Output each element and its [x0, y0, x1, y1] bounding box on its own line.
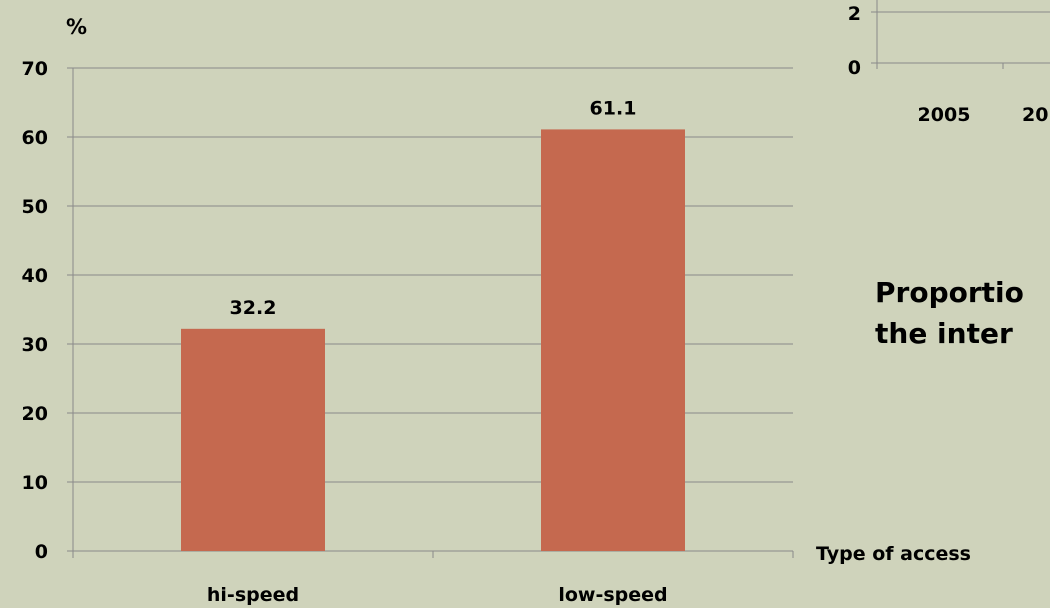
x-axis-ticks	[73, 551, 793, 558]
y-tick-label: 10	[22, 472, 48, 494]
overlay-title-line-1: Proportio	[875, 276, 1024, 309]
y-tick-label: 40	[22, 265, 48, 287]
secondary-ytick-label: 0	[848, 57, 861, 79]
y-tick-label: 60	[22, 127, 48, 149]
bar	[541, 129, 685, 551]
category-label: low-speed	[558, 584, 667, 606]
y-tick-label: 0	[35, 541, 48, 563]
category-label: hi-speed	[207, 584, 299, 606]
data-label: 32.2	[230, 297, 277, 319]
y-tick-label: 70	[22, 58, 48, 80]
secondary-xtick-label: 20	[1022, 104, 1048, 126]
secondary-line-chart: 2 0 2005 20	[848, 0, 1050, 126]
secondary-ytick-label: 2	[848, 3, 861, 25]
data-label: 61.1	[590, 97, 637, 119]
y-tick-label: 30	[22, 334, 48, 356]
bar	[181, 329, 325, 551]
y-tick-labels: 0 10 20 30 40 50 60 70	[22, 58, 48, 563]
y-axis-unit-label: %	[66, 15, 87, 39]
x-axis-title: Type of access	[816, 543, 971, 565]
y-tick-label: 20	[22, 403, 48, 425]
category-labels: hi-speed low-speed	[207, 584, 668, 606]
bars	[181, 129, 685, 551]
secondary-xtick-label: 2005	[918, 104, 971, 126]
overlay-title-line-2: the inter	[875, 317, 1013, 350]
y-tick-label: 50	[22, 196, 48, 218]
